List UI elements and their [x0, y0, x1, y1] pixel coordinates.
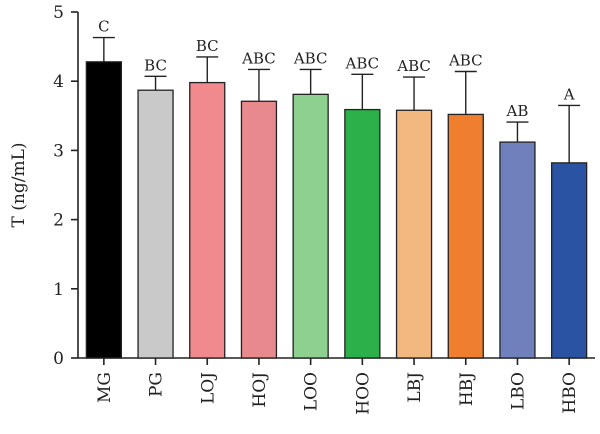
y-axis-title: T (ng/mL)	[9, 143, 29, 228]
significance-label: A	[563, 85, 575, 103]
bar-loo	[292, 93, 329, 359]
x-axis: MG PG LOJ HOJ LOO HOO LBJ HBJ LBO HBO	[78, 357, 595, 415]
x-tick-label: MG	[95, 372, 115, 403]
bar-hoo	[344, 108, 381, 359]
y-tick-label: 3	[53, 141, 64, 161]
significance-label: ABC	[293, 49, 328, 67]
error-bars	[92, 36, 581, 163]
bars	[85, 61, 588, 359]
bar-hbj	[447, 113, 484, 359]
significance-label: ABC	[241, 49, 276, 67]
x-tick-label: LBJ	[405, 372, 425, 403]
x-tick-label: HBO	[560, 372, 580, 414]
y-ticks: 0 1 2 3 4 5	[53, 3, 78, 369]
x-tick-label: PG	[147, 372, 167, 397]
y-tick-label: 4	[53, 72, 64, 92]
y-tick-label: 2	[53, 211, 64, 231]
y-tick-label: 0	[53, 349, 64, 369]
significance-label: BC	[196, 37, 219, 55]
x-ticks: MG PG LOJ HOJ LOO HOO LBJ HBJ LBO HBO	[95, 358, 580, 415]
bar-loj	[189, 81, 226, 359]
bar-lbj	[395, 109, 433, 359]
x-tick-label: HOJ	[250, 372, 270, 408]
bar-hoj	[240, 100, 278, 359]
y-axis: 0 1 2 3 4 5 T (ng/mL)	[9, 3, 79, 369]
significance-label: ABC	[448, 52, 483, 70]
significance-label: ABC	[345, 54, 380, 72]
bar-mg	[85, 61, 122, 359]
y-tick-label: 1	[53, 280, 64, 300]
x-tick-label: HBJ	[457, 372, 477, 406]
significance-label: AB	[506, 102, 529, 120]
x-tick-label: LOJ	[198, 372, 218, 404]
bar-lbo	[499, 141, 536, 359]
x-tick-label: LOO	[302, 372, 322, 411]
significance-label: ABC	[396, 57, 431, 75]
significance-label: C	[98, 18, 109, 36]
significance-label: BC	[144, 56, 167, 74]
significance-labels: C BC BC ABC ABC ABC ABC ABC AB A	[98, 18, 575, 120]
x-tick-label: LBO	[508, 372, 528, 410]
bar-pg	[137, 89, 174, 359]
y-tick-label: 5	[53, 3, 64, 23]
x-tick-label: HOO	[353, 372, 373, 415]
bar-hbo	[551, 162, 588, 359]
